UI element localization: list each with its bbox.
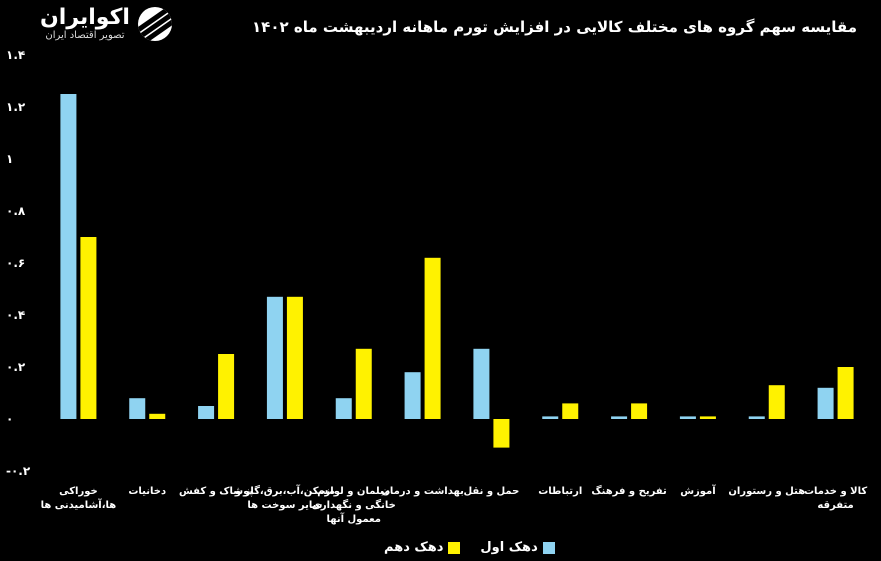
category-label: مسکن،آب،برق،گاز و سایر سوخت ها — [234, 484, 335, 511]
bar-series-2 — [218, 354, 235, 419]
y-tick-label: ۱.۲ — [6, 100, 26, 114]
bar-series-2 — [837, 367, 854, 419]
bar-series-2 — [149, 413, 166, 419]
bar-series-1 — [404, 372, 421, 419]
y-tick-label: ۰.۸ — [6, 204, 26, 218]
y-tick-label: ۰.۴ — [6, 308, 25, 322]
category-label-line: مبلمان و لوازم — [317, 486, 390, 497]
bar-series-1 — [679, 416, 696, 419]
bar-series-2 — [80, 237, 97, 419]
bar-series-1 — [473, 348, 490, 419]
category-label-line: هتل و رستوران — [728, 486, 805, 497]
bar-series-1 — [611, 416, 628, 419]
bar-series-2 — [424, 257, 441, 419]
bar-series-1 — [817, 387, 834, 419]
legend-item-series-1: دهک اول — [480, 540, 555, 555]
y-tick-label: ۱ — [6, 152, 13, 166]
category-label-line: معمول آنها — [326, 512, 381, 525]
category-label: خوراکی ها،آشامیدنی ها — [41, 486, 117, 511]
legend: دهک اول دهک دهم — [384, 540, 555, 555]
y-tick-label: ۰ — [6, 412, 13, 426]
y-tick-label: ۱.۴ — [6, 48, 25, 62]
legend-item-series-2: دهک دهم — [384, 540, 461, 555]
bar-series-2 — [768, 385, 785, 419]
category-label-line: خوراکی — [59, 486, 98, 497]
bar-series-1 — [129, 398, 146, 419]
category-label: آموزش — [680, 484, 716, 497]
bar-series-2 — [355, 348, 372, 419]
category-label: حمل و نقل — [463, 486, 519, 497]
category-label-line: تفریح و فرهنگ — [591, 485, 667, 497]
category-label: مبلمان و لوازم خانگی و نگهداری معمول آنها — [312, 486, 396, 525]
logo: اکوایران تصویر اقتصاد ایران — [40, 5, 172, 42]
category-label-line: مسکن،آب،برق،گاز و — [234, 484, 335, 497]
legend-label-series-1: دهک اول — [480, 540, 538, 555]
category-label-line: آموزش — [680, 484, 716, 497]
category-label-line: ها،آشامیدنی ها — [41, 498, 117, 511]
bar-series-1 — [748, 416, 765, 419]
category-label: بهداشت و درمان — [381, 486, 464, 497]
bar-series-1 — [60, 94, 77, 419]
category-label-line: کالا و خدمات — [804, 486, 867, 497]
bar-series-2 — [631, 403, 648, 419]
ecoiran-logo-icon — [137, 6, 172, 41]
y-tick-label: ۰.۲ — [6, 360, 26, 374]
legend-swatch-series-2 — [448, 541, 461, 554]
category-label-line: دخانیات — [128, 486, 166, 497]
legend-swatch-series-1 — [542, 541, 555, 554]
category-label: کالا و خدمات متفرقه — [804, 486, 867, 511]
bar-series-2 — [493, 419, 510, 448]
category-label-line: ارتباطات — [538, 486, 582, 497]
logo-subtitle: تصویر اقتصاد ایران — [45, 30, 125, 42]
category-label: هتل و رستوران — [728, 486, 805, 497]
category-label-line: بهداشت و درمان — [381, 486, 464, 497]
bar-series-1 — [198, 406, 215, 419]
category-label: تفریح و فرهنگ — [591, 485, 667, 497]
y-tick-label: -۰.۲ — [6, 464, 31, 478]
category-label-line: پوشاک و کفش — [179, 486, 253, 497]
bar-series-1 — [266, 296, 283, 419]
category-label-line: خانگی و نگهداری — [312, 498, 396, 511]
bar-series-1 — [335, 398, 352, 419]
bar-series-2 — [699, 416, 716, 419]
category-label-line: متفرقه — [817, 500, 853, 511]
legend-label-series-2: دهک دهم — [384, 540, 444, 555]
chart-title: مقایسه سهم گروه های مختلف کالایی در افزا… — [252, 18, 857, 36]
logo-name: اکوایران — [40, 5, 130, 30]
category-label-line: حمل و نقل — [463, 486, 519, 497]
bar-series-2 — [562, 403, 579, 419]
bar-series-2 — [286, 296, 303, 419]
category-label: پوشاک و کفش — [179, 486, 253, 497]
category-label-line: سایر سوخت ها — [247, 500, 322, 511]
category-label: ارتباطات — [538, 486, 582, 497]
category-label: دخانیات — [128, 486, 166, 497]
y-tick-label: ۰.۶ — [6, 256, 25, 270]
bar-series-1 — [542, 416, 559, 419]
